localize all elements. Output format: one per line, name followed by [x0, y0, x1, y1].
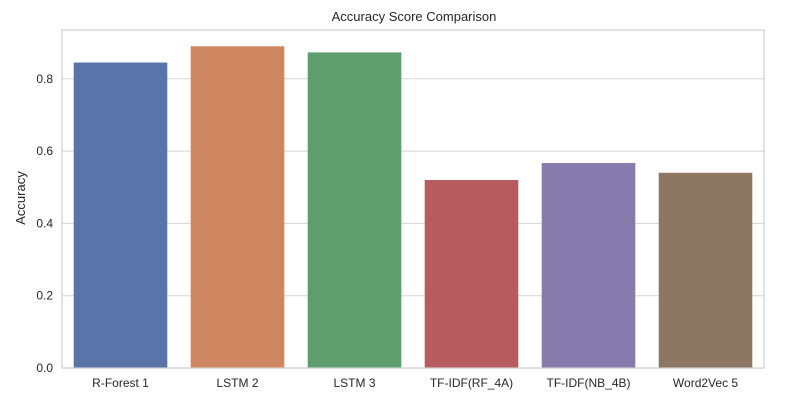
y-tick-label: 0.4: [36, 216, 53, 230]
bar-4: [424, 180, 519, 368]
x-tick-label: Word2Vec 5: [673, 376, 738, 390]
plot-frame: [61, 29, 765, 369]
y-tick-label: 0.0: [36, 361, 53, 375]
bar-5: [541, 163, 636, 368]
x-tick-label: TF-IDF(NB_4B): [547, 376, 631, 390]
bars: [73, 46, 753, 368]
y-tick-label: 0.8: [36, 72, 53, 86]
y-tick-labels: 0.0 0.2 0.4 0.6 0.8: [36, 72, 53, 375]
bar-1: [73, 62, 168, 368]
x-tick-label: LSTM 2: [216, 376, 258, 390]
x-tick-label: R-Forest 1: [92, 376, 149, 390]
x-tick-label: LSTM 3: [333, 376, 375, 390]
chart-title: Accuracy Score Comparison: [332, 9, 497, 24]
y-axis-label: Accuracy: [13, 171, 28, 225]
x-tick-label: TF-IDF(RF_4A): [430, 376, 513, 390]
x-tick-labels: R-Forest 1 LSTM 2 LSTM 3 TF-IDF(RF_4A) TF-ID…: [92, 376, 738, 390]
bar-2: [190, 46, 285, 368]
y-tick-label: 0.6: [36, 144, 53, 158]
bar-3: [307, 52, 402, 368]
y-tick-label: 0.2: [36, 289, 53, 303]
bar-6: [658, 172, 753, 368]
